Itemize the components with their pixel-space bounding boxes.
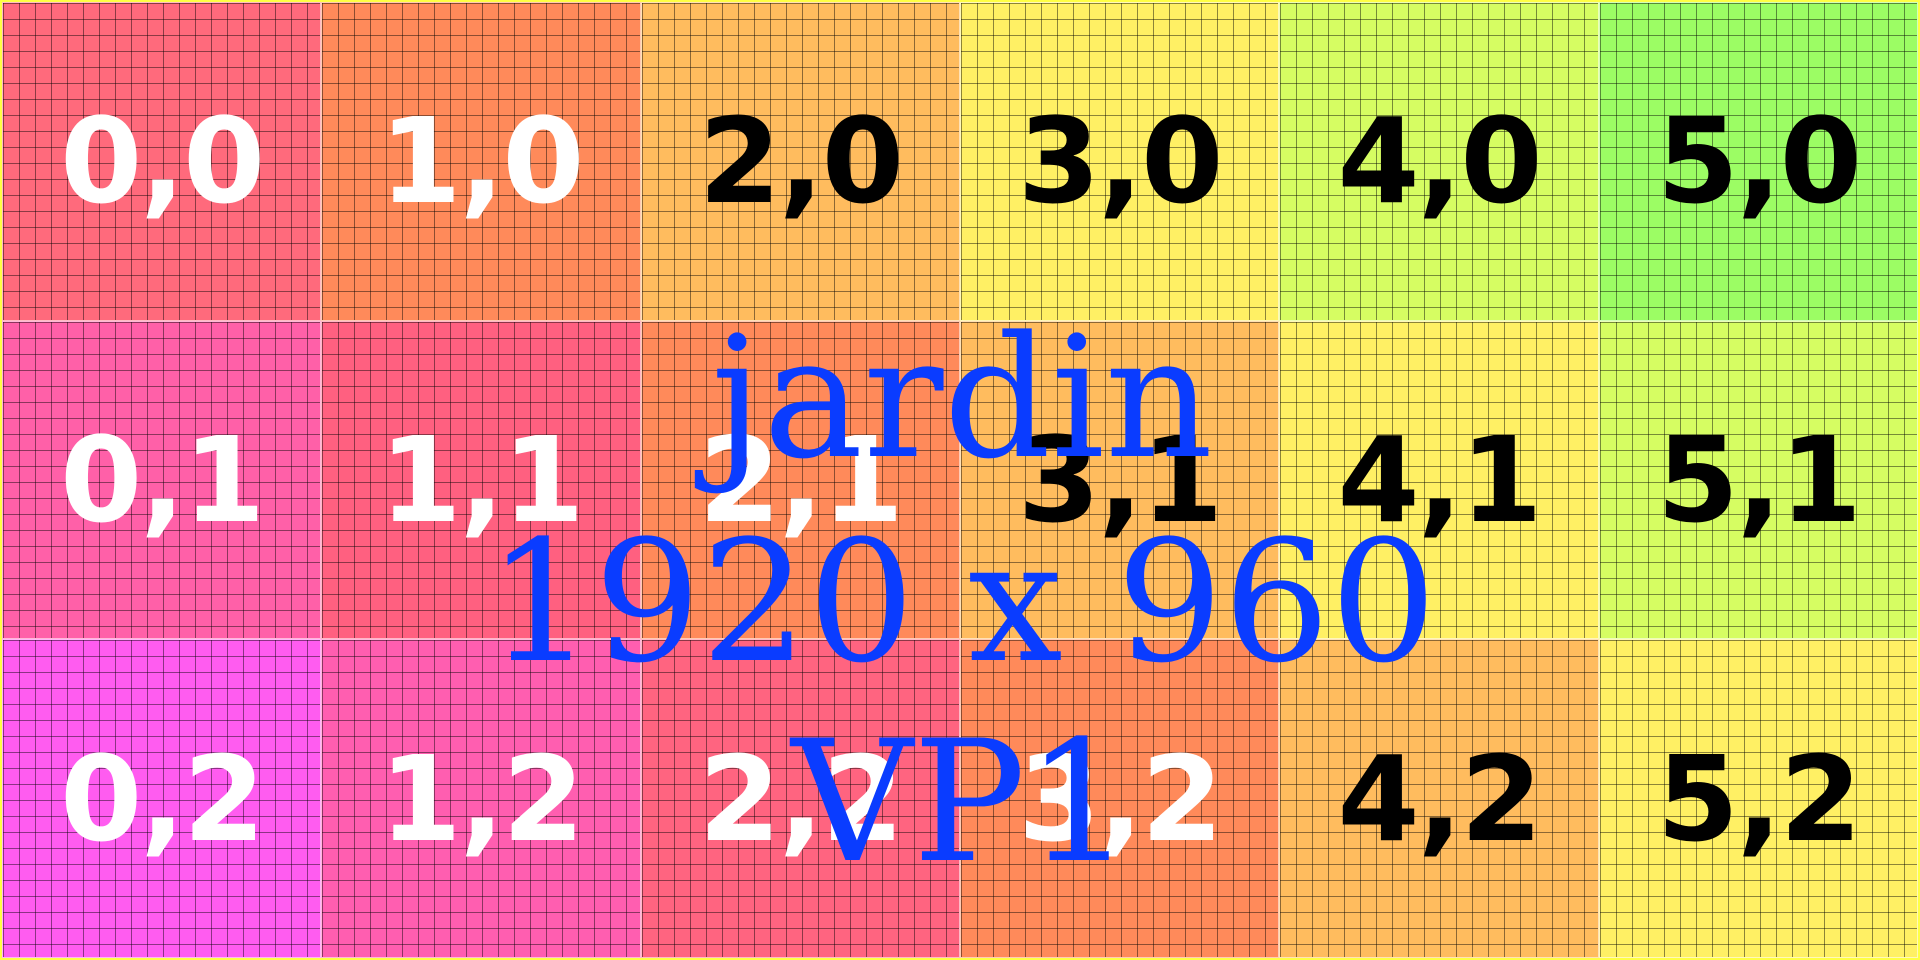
grid-cell-label: 4,0 <box>1337 92 1542 231</box>
grid-cell-label: 4,1 <box>1337 410 1542 549</box>
grid-cell-label: 1,2 <box>379 729 584 868</box>
grid-cell-label: 2,0 <box>698 92 904 231</box>
grid-cell: 1,2 <box>321 639 641 958</box>
grid-cell: 2,2 <box>640 639 960 958</box>
grid-cell-label: 4,2 <box>1337 729 1542 868</box>
grid-cell-label: 1,1 <box>379 410 584 549</box>
grid-cell-label: 1,0 <box>379 92 584 231</box>
grid-cell: 4,0 <box>1279 2 1599 321</box>
grid-cell-label: 3,0 <box>1018 92 1223 231</box>
grid-cell: 4,1 <box>1279 320 1599 640</box>
grid-cell: 1,1 <box>321 320 641 640</box>
grid-cell: 5,2 <box>1598 639 1918 958</box>
grid-cell-label: 3,1 <box>1018 410 1223 549</box>
grid-cell: 3,0 <box>960 2 1280 321</box>
grid-cell-label: 5,1 <box>1656 410 1862 549</box>
grid-cell-label: 2,1 <box>698 410 904 549</box>
grid-cell-label: 2,2 <box>698 729 904 868</box>
grid-cell: 3,1 <box>960 320 1280 640</box>
grid-cell: 2,1 <box>640 320 960 640</box>
grid-cell-label: 5,2 <box>1656 729 1862 868</box>
grid-cell: 5,1 <box>1598 320 1918 640</box>
grid-cell: 4,2 <box>1279 639 1599 958</box>
grid-cell: 2,0 <box>640 2 960 321</box>
grid-cell: 1,0 <box>321 2 641 321</box>
grid-cell-label: 5,0 <box>1656 92 1862 231</box>
grid-cell: 0,1 <box>2 320 322 640</box>
grid-cell: 0,0 <box>2 2 322 321</box>
grid-cell-label: 3,2 <box>1018 729 1223 868</box>
grid-cell: 3,2 <box>960 639 1280 958</box>
grid-cell-label: 0,2 <box>60 729 265 868</box>
grid-cell-label: 0,0 <box>60 92 265 231</box>
grid-cell: 5,0 <box>1598 2 1918 321</box>
grid-cell: 0,2 <box>2 639 322 958</box>
grid-cell-label: 0,1 <box>60 410 265 549</box>
